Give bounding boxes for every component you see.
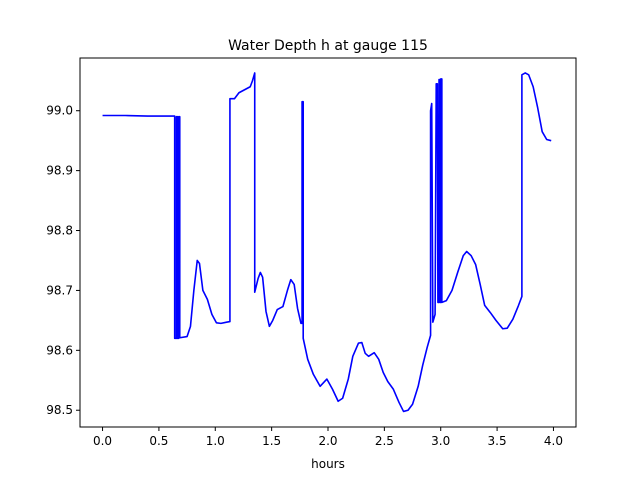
- x-tick-label: 2.0: [318, 434, 337, 448]
- y-tick-label: 98.8: [46, 224, 73, 238]
- chart-title: Water Depth h at gauge 115: [228, 38, 428, 54]
- x-tick-label: 0.0: [93, 434, 112, 448]
- plot-area: [102, 72, 552, 413]
- x-tick-label: 1.0: [206, 434, 225, 448]
- y-tick-label: 98.9: [46, 164, 73, 178]
- y-tick-label: 99.0: [46, 104, 73, 118]
- x-tick-label: 1.5: [262, 434, 281, 448]
- x-axis-label: hours: [311, 457, 345, 471]
- x-tick-label: 3.0: [431, 434, 450, 448]
- y-tick-label: 98.7: [46, 283, 73, 297]
- x-tick-label: 0.5: [149, 434, 168, 448]
- y-tick-label: 98.6: [46, 343, 73, 357]
- x-axis-ticks: 0.0 0.5 1.0 1.5 2.0 2.5 3.0 3.5 4.0: [93, 427, 563, 448]
- x-tick-label: 3.5: [488, 434, 507, 448]
- y-tick-label: 98.5: [46, 403, 73, 417]
- x-tick-label: 4.0: [544, 434, 563, 448]
- series-line: [102, 72, 552, 413]
- y-axis-ticks: 98.5 98.6 98.7 98.8 98.9 99.0: [46, 104, 80, 417]
- x-tick-label: 2.5: [375, 434, 394, 448]
